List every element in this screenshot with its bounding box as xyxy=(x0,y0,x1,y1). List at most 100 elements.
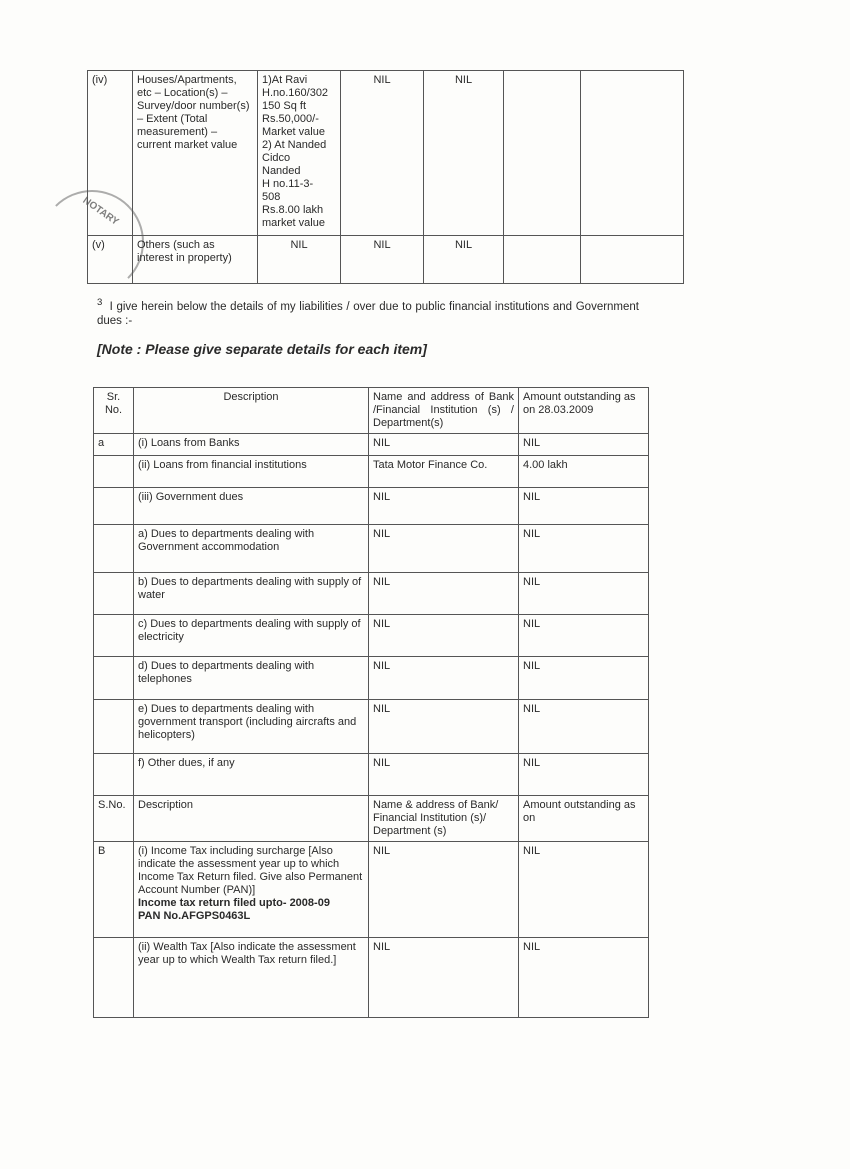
header-name: Name & address of Bank/ Financial Instit… xyxy=(368,795,519,842)
desc-cell: b) Dues to departments dealing with supp… xyxy=(133,572,369,615)
amount-cell: NIL xyxy=(518,572,649,615)
desc-cell: (iii) Government dues xyxy=(133,487,369,525)
line: Cidco xyxy=(262,152,291,164)
name-cell: NIL xyxy=(368,524,519,573)
desc-text: (i) Income Tax including surcharge [Also… xyxy=(138,845,363,896)
table-row: f) Other dues, if any NIL NIL xyxy=(93,753,649,796)
desc-cell: Houses/Apartments, etc – Location(s) – S… xyxy=(132,70,258,236)
cell xyxy=(503,235,581,284)
amount-cell: NIL xyxy=(518,753,649,796)
line: 1)At Ravi xyxy=(262,74,308,86)
name-cell: NIL xyxy=(368,433,519,456)
note: [Note : Please give separate details for… xyxy=(97,341,427,357)
cell xyxy=(580,70,684,236)
sr-cell xyxy=(93,524,134,573)
table-row: a (i) Loans from Banks NIL NIL xyxy=(93,433,649,456)
amount-cell: NIL xyxy=(518,524,649,573)
cell: NIL xyxy=(423,235,504,284)
name-cell: NIL xyxy=(368,841,519,938)
table-row: (iii) Government dues NIL NIL xyxy=(93,487,649,525)
desc-cell: (i) Income Tax including surcharge [Also… xyxy=(133,841,369,938)
amount-cell: NIL xyxy=(518,433,649,456)
name-cell: NIL xyxy=(368,572,519,615)
desc-cell: c) Dues to departments dealing with supp… xyxy=(133,614,369,657)
sr-cell: a xyxy=(93,433,134,456)
table-row: e) Dues to departments dealing with gove… xyxy=(93,699,649,754)
amount-cell: NIL xyxy=(518,937,649,1018)
header-amount: Amount outstanding as on 28.03.2009 xyxy=(518,387,649,434)
line: H.no.160/302 xyxy=(262,87,329,99)
desc-cell: Others (such as interest in property) xyxy=(132,235,258,284)
section-3-paragraph: 3 I give herein below the details of my … xyxy=(97,296,639,328)
name-cell: NIL xyxy=(368,614,519,657)
table-row: (ii) Wealth Tax [Also indicate the asses… xyxy=(93,937,649,1018)
desc-cell: d) Dues to departments dealing with tele… xyxy=(133,656,369,700)
desc-cell: f) Other dues, if any xyxy=(133,753,369,796)
cell: NIL xyxy=(257,235,341,284)
amount-cell: NIL xyxy=(518,656,649,700)
line: Nanded xyxy=(262,165,301,177)
sr-cell xyxy=(93,572,134,615)
line: market value xyxy=(262,217,325,229)
table-row: c) Dues to departments dealing with supp… xyxy=(93,614,649,657)
line: Rs.8.00 lakh xyxy=(262,204,324,216)
sr-cell xyxy=(93,753,134,796)
itr-filed: Income tax return filed upto- 2008-09 xyxy=(138,897,330,909)
sr-cell xyxy=(93,487,134,525)
pan-number: PAN No.AFGPS0463L xyxy=(138,910,251,922)
header-desc: Description xyxy=(133,795,369,842)
sr-cell: B xyxy=(93,841,134,938)
amount-cell: NIL xyxy=(518,487,649,525)
table-row: (ii) Loans from financial institutions Ta… xyxy=(93,455,649,488)
cell xyxy=(580,235,684,284)
line: Market value xyxy=(262,126,325,138)
desc-cell: a) Dues to departments dealing with Gove… xyxy=(133,524,369,573)
table-row: (iv) Houses/Apartments, etc – Location(s… xyxy=(87,70,684,236)
section-text: I give herein below the details of my li… xyxy=(97,300,640,327)
header-desc: Description xyxy=(133,387,369,434)
name-cell: Tata Motor Finance Co. xyxy=(368,455,519,488)
line: H no.11-3- xyxy=(262,178,314,190)
sr-cell xyxy=(93,656,134,700)
header-row: Sr. No. Description Name and address of … xyxy=(93,387,649,434)
amount-cell: NIL xyxy=(518,841,649,938)
cell: NIL xyxy=(340,70,424,236)
table-row: B (i) Income Tax including surcharge [Al… xyxy=(93,841,649,938)
section-number: 3 xyxy=(97,297,103,308)
header-name: Name and address of Bank /Financial Inst… xyxy=(368,387,519,434)
header-amount: Amount outstanding as on xyxy=(518,795,649,842)
name-cell: NIL xyxy=(368,937,519,1018)
cell: NIL xyxy=(340,235,424,284)
sr-cell xyxy=(93,699,134,754)
line: 150 Sq ft xyxy=(262,100,307,112)
desc-cell: (ii) Loans from financial institutions xyxy=(133,455,369,488)
sr-cell xyxy=(93,937,134,1018)
name-cell: NIL xyxy=(368,753,519,796)
amount-cell: NIL xyxy=(518,614,649,657)
line: 508 xyxy=(262,191,281,203)
sr-cell xyxy=(93,614,134,657)
header-sr: Sr. No. xyxy=(93,387,134,434)
header-row-2: S.No. Description Name & address of Bank… xyxy=(93,795,649,842)
amount-cell: NIL xyxy=(518,699,649,754)
name-cell: NIL xyxy=(368,699,519,754)
name-cell: NIL xyxy=(368,656,519,700)
table-row: b) Dues to departments dealing with supp… xyxy=(93,572,649,615)
table-row: d) Dues to departments dealing with tele… xyxy=(93,656,649,700)
table-row: (v) Others (such as interest in property… xyxy=(87,235,684,284)
amount-cell: 4.00 lakh xyxy=(518,455,649,488)
table-row: a) Dues to departments dealing with Gove… xyxy=(93,524,649,573)
desc-cell: e) Dues to departments dealing with gove… xyxy=(133,699,369,754)
desc-cell: (i) Loans from Banks xyxy=(133,433,369,456)
cell: NIL xyxy=(423,70,504,236)
sr-cell: (iv) xyxy=(87,70,133,236)
line: 2) At Nanded xyxy=(262,139,327,151)
desc-cell: (ii) Wealth Tax [Also indicate the asses… xyxy=(133,937,369,1018)
sr-cell: (v) xyxy=(87,235,133,284)
line: Rs.50,000/- xyxy=(262,113,319,125)
name-cell: NIL xyxy=(368,487,519,525)
liabilities-table: Sr. No. Description Name and address of … xyxy=(93,387,649,1018)
cell xyxy=(503,70,581,236)
sr-cell xyxy=(93,455,134,488)
